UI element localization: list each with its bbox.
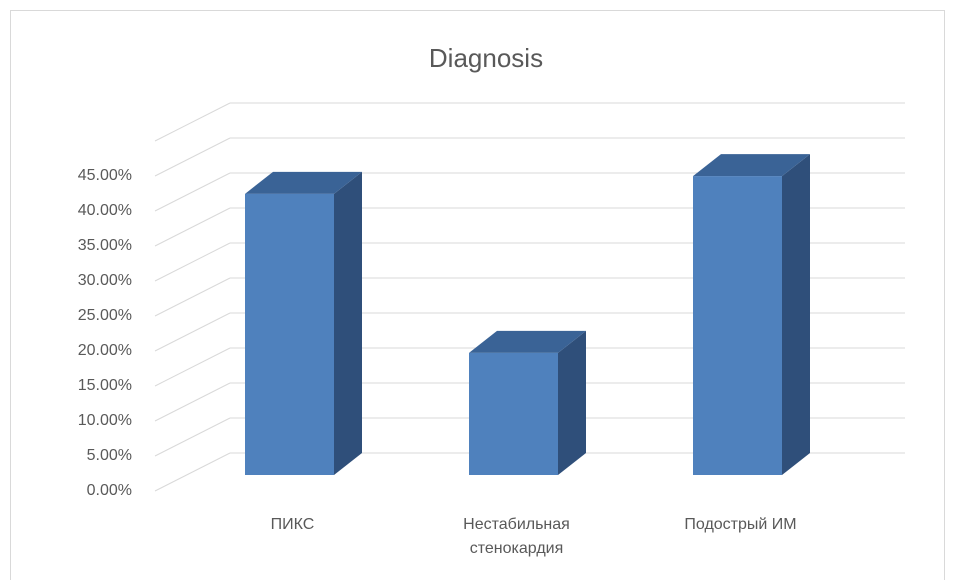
bar-top [245,171,362,194]
y-tick-label: 25.00% [78,307,132,324]
y-tick-label: 10.00% [78,412,132,429]
bar-front [693,176,782,475]
bar-front [469,352,558,475]
y-tick-label: 40.00% [78,202,132,219]
bar-side [558,330,586,475]
bar [693,154,810,475]
grid-line [154,382,231,422]
chart-title: Diagnosis [429,43,543,73]
grid-line [154,277,231,317]
grid-line [154,207,231,247]
y-tick-label: 35.00% [78,237,132,254]
grid-line [154,242,231,282]
x-tick-label: Подострый ИМ [684,516,797,533]
grid-line [154,417,231,457]
bar-front [245,193,334,475]
bar [469,330,586,475]
bar-side [334,171,362,475]
grid-line [154,172,231,212]
bar-side [782,154,810,475]
bar-top [469,330,586,353]
y-tick-label: 30.00% [78,272,132,289]
wall-edge [154,102,231,142]
grid-line [154,312,231,352]
x-tick-label: Нестабильная стенокардия [463,516,570,557]
x-tick-label: ПИКС [270,516,315,533]
y-tick-label: 5.00% [87,447,132,464]
y-tick-label: 45.00% [78,167,132,184]
y-tick-label: 15.00% [78,377,132,394]
bar [245,171,362,475]
grid-line [154,137,231,177]
y-tick-label: 20.00% [78,342,132,359]
grid-line [154,452,231,492]
bar-top [693,154,810,177]
grid-line [154,347,231,387]
y-tick-label: 0.00% [87,482,132,499]
